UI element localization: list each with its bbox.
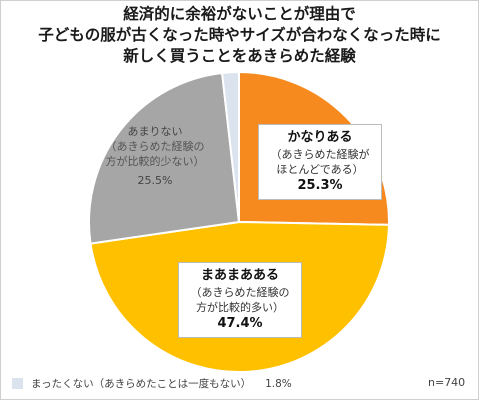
legend-label: まったくない（あきらめたことは一度もない）	[31, 378, 252, 390]
slice-label-name: かなりある	[287, 130, 353, 145]
slice-amari-nai	[88, 71, 241, 245]
slice-label-note-1: （あきらめた経験の	[190, 286, 290, 299]
title-line-3: 新しく買うことをあきらめた経験	[123, 47, 356, 65]
slice-label-note-2: 方が比較的多い）	[196, 301, 284, 314]
slice-label-value: 47.4%	[217, 316, 263, 331]
legend-swatch	[12, 378, 23, 389]
label-maamaa-aru: まあまあある （あきらめた経験の 方が比較的多い） 47.4%	[178, 262, 302, 338]
slice-mattaku-nai	[220, 70, 240, 223]
slice-label-name: あまりない	[127, 125, 183, 138]
slice-label-note-1: （あきらめた経験が	[270, 148, 370, 161]
slice-label-value: 25.3%	[297, 178, 343, 193]
sample-size-note: n=740	[428, 376, 466, 389]
legend-value: 1.8%	[265, 377, 292, 390]
slice-label-value: 25.5%	[137, 174, 173, 187]
slice-label-name: まあまあある	[200, 268, 279, 283]
slice-label-note-1: （あきらめた経験の	[105, 140, 205, 153]
title-line-1: 経済的に余裕がないことが理由で	[123, 5, 356, 23]
chart-title: 経済的に余裕がないことが理由で 子どもの服が古くなった時やサイズが合わなくなった…	[0, 4, 479, 67]
label-amari-nai: あまりない （あきらめた経験の 方が比較的少ない） 25.5%	[100, 124, 210, 188]
legend-mattaku-nai: まったくない（あきらめたことは一度もない） 1.8%	[12, 376, 292, 391]
slice-label-note-2: 方が比較的少ない）	[105, 155, 205, 168]
title-line-2: 子どもの服が古くなった時やサイズが合わなくなった時に	[38, 26, 441, 44]
label-kanari-aru: かなりある （あきらめた経験が ほとんどである） 25.3%	[258, 124, 382, 200]
slice-label-note-2: ほとんどである）	[276, 163, 364, 176]
